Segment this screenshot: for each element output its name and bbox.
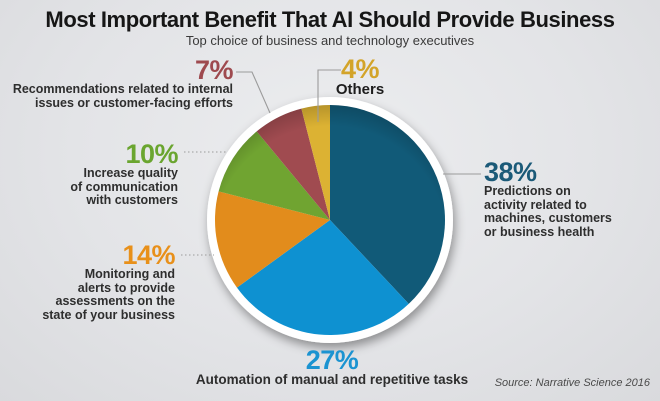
leader-line-7pct <box>236 71 271 114</box>
label-line: assessments on the <box>55 294 176 308</box>
leader-lines <box>181 69 481 256</box>
label-line: of communication <box>70 179 178 194</box>
pct-38: 38% <box>484 157 537 187</box>
chart-title: Most Important Benefit That AI Should Pr… <box>45 7 615 32</box>
label-14pct: 14% Monitoring and alerts to provide ass… <box>0 242 175 322</box>
desc-38: Predictions on activity related to machi… <box>484 184 654 239</box>
pct-27: 27% <box>305 345 359 375</box>
label-4pct: 4% Others <box>325 56 395 98</box>
label-38pct: 38% Predictions on activity related to m… <box>484 159 654 239</box>
desc-7: Recommendations related to internal issu… <box>0 82 233 110</box>
label-27pct: 27% Automation of manual and repetitive … <box>132 347 532 387</box>
pct-4: 4% <box>340 54 380 84</box>
label-line: or business health <box>484 224 595 239</box>
pct-10: 10% <box>125 139 178 169</box>
label-line: Monitoring and <box>84 267 175 281</box>
label-line: with customers <box>86 193 178 207</box>
pct-7: 7% <box>194 55 234 85</box>
label-line: Automation of manual and repetitive task… <box>195 372 469 387</box>
desc-14: Monitoring and alerts to provide assessm… <box>0 267 176 322</box>
label-10pct: 10% Increase quality of communication wi… <box>0 141 178 208</box>
chart-subtitle: Top choice of business and technology ex… <box>185 33 475 48</box>
pct-14: 14% <box>122 240 175 270</box>
label-line: Predictions on <box>484 184 571 198</box>
leader-line-4pct <box>317 69 341 122</box>
label-line: alerts to provide <box>77 280 175 295</box>
label-line: machines, customers <box>484 211 612 225</box>
desc-10: Increase quality of communication with c… <box>0 166 179 208</box>
label-line: Recommendations related to internal <box>12 82 233 96</box>
source-credit: Source: Narrative Science 2016 <box>494 377 650 389</box>
desc-27: Automation of manual and repetitive task… <box>132 373 532 387</box>
label-line: activity related to <box>484 197 587 212</box>
label-line: Others <box>335 81 385 98</box>
label-line: state of your business <box>42 307 175 322</box>
pie-inner-shadow <box>215 105 445 335</box>
label-line: issues or customer-facing efforts <box>35 95 233 110</box>
label-line: Increase quality <box>83 166 179 180</box>
label-7pct: 7% Recommendations related to internal i… <box>0 55 234 110</box>
